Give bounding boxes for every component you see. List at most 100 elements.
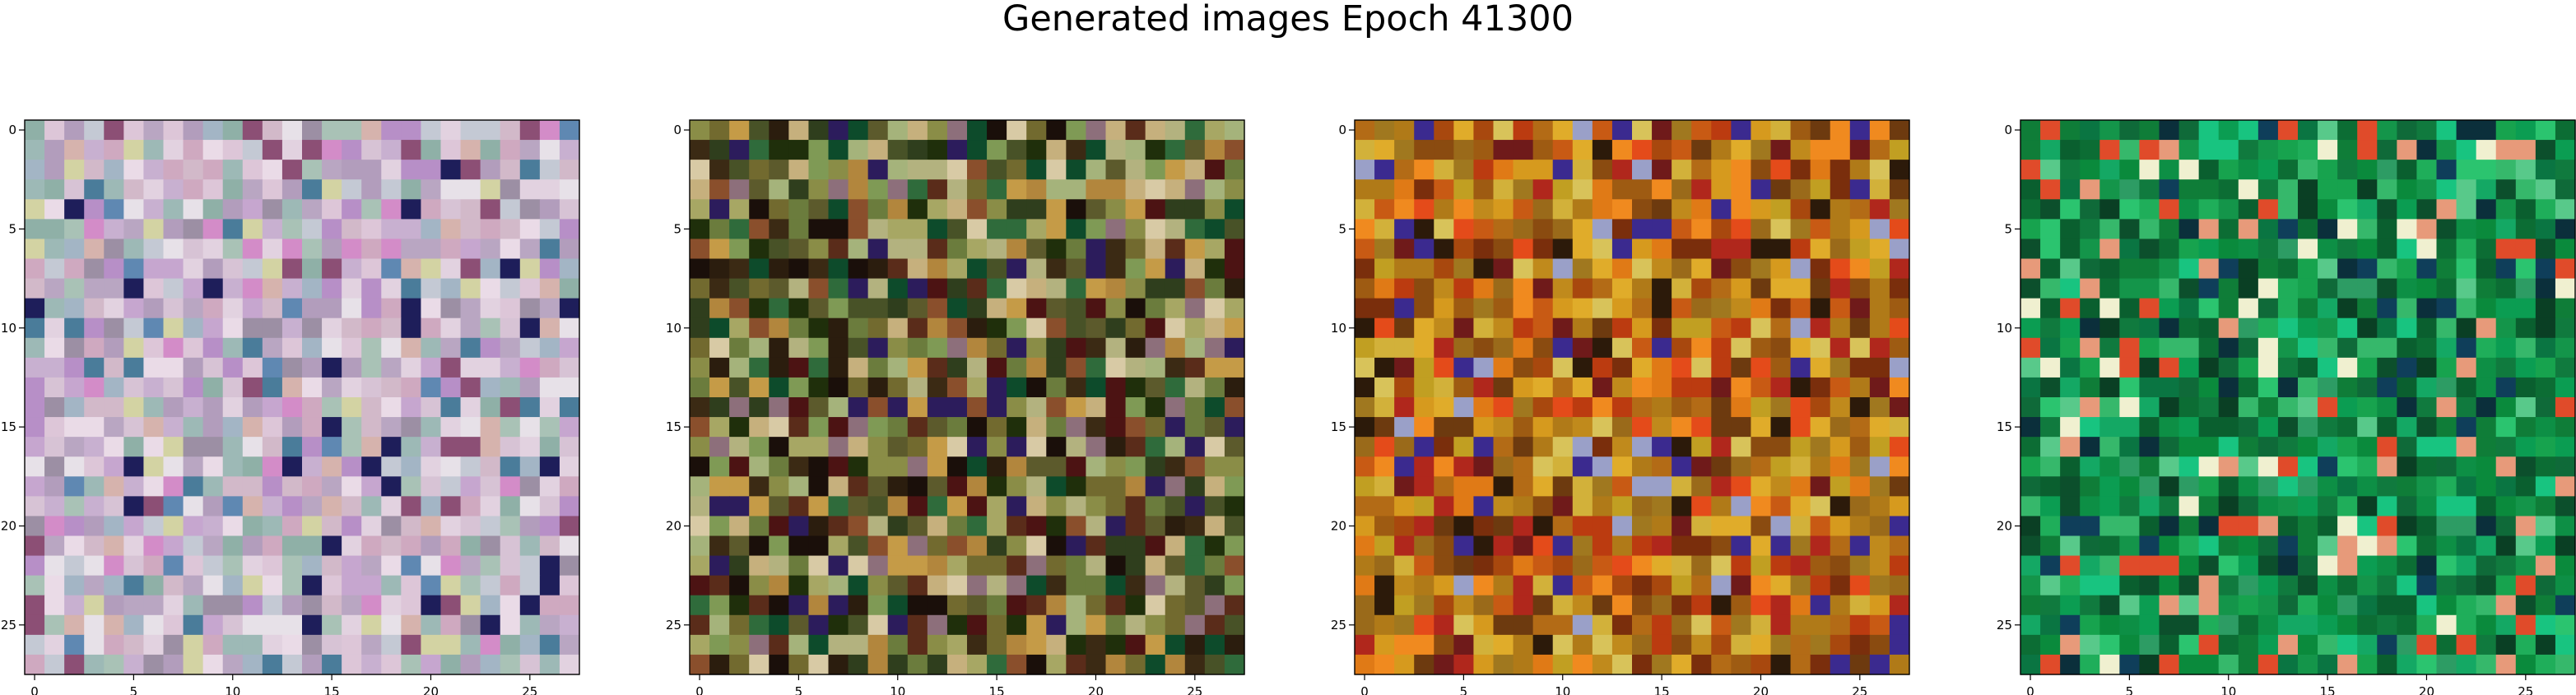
- image-pixel: [2476, 595, 2497, 616]
- image-pixel: [202, 317, 224, 339]
- image-pixel: [1552, 120, 1574, 141]
- image-pixel: [690, 397, 710, 418]
- image-pixel: [2099, 179, 2120, 200]
- image-pixel: [2238, 317, 2259, 339]
- image-pixel: [1652, 437, 1672, 457]
- image-pixel: [1007, 437, 1027, 457]
- image-pixel: [2218, 397, 2239, 418]
- image-pixel: [709, 377, 730, 398]
- image-pixel: [1691, 278, 1712, 299]
- image-pixel: [690, 239, 710, 260]
- image-pixel: [1066, 595, 1087, 616]
- image-pixel: [2238, 258, 2259, 280]
- image-pixel: [84, 120, 105, 141]
- image-pixel: [690, 437, 710, 457]
- image-pixel: [143, 476, 165, 497]
- image-pixel: [1394, 258, 1415, 280]
- image-pixel: [1611, 397, 1633, 418]
- image-pixel: [202, 219, 224, 240]
- image-pixel: [729, 456, 750, 477]
- image-pixel: [202, 456, 224, 477]
- image-pixel: [946, 634, 968, 656]
- image-pixel: [2357, 437, 2378, 457]
- image-pixel: [183, 496, 204, 517]
- image-pixel: [1889, 654, 1910, 675]
- image-pixel: [2257, 160, 2279, 180]
- image-pixel: [788, 535, 810, 557]
- image-pixel: [1473, 417, 1495, 438]
- image-pixel: [281, 634, 303, 656]
- image-pixel: [1751, 219, 1772, 240]
- image-pixel: [222, 179, 244, 200]
- image-pixel: [539, 535, 560, 557]
- image-pixel: [1394, 120, 1415, 141]
- image-pixel: [1414, 140, 1434, 160]
- image-pixel: [1204, 417, 1225, 438]
- image-pixel: [1224, 219, 1245, 240]
- image-pixel: [1184, 397, 1206, 418]
- image-pixel: [539, 337, 560, 359]
- image-pixel: [322, 258, 342, 280]
- image-pixel: [2436, 179, 2457, 200]
- image-pixel: [1830, 377, 1851, 398]
- image-pixel: [788, 476, 810, 497]
- image-pixel: [1830, 239, 1851, 260]
- image-pixel: [104, 437, 124, 457]
- image-pixel: [559, 179, 580, 200]
- image-pixel: [1652, 337, 1672, 359]
- image-pixel: [1355, 317, 1375, 339]
- image-pixel: [25, 377, 45, 398]
- image-pixel: [1086, 317, 1107, 339]
- image-pixel: [361, 199, 382, 220]
- image-pixel: [2218, 535, 2239, 557]
- image-pixel: [1145, 179, 1166, 200]
- image-pixel: [480, 337, 501, 359]
- image-pixel: [2277, 397, 2299, 418]
- image-pixel: [242, 496, 263, 517]
- image-pixel: [1414, 258, 1434, 280]
- image-pixel: [202, 120, 224, 141]
- image-pixel: [2060, 317, 2081, 339]
- image-pixel: [1066, 535, 1087, 557]
- image-pixel: [867, 516, 889, 537]
- image-pixel: [1810, 496, 1831, 517]
- image-pixel: [2495, 140, 2517, 160]
- image-pixel: [1145, 120, 1166, 141]
- image-pixel: [967, 516, 988, 537]
- image-pixel: [2257, 437, 2279, 457]
- image-pixel: [729, 437, 750, 457]
- image-pixel: [440, 595, 462, 616]
- image-pixel: [2377, 179, 2397, 200]
- image-pixel: [2318, 654, 2338, 675]
- image-pixel: [987, 199, 1007, 220]
- image-pixel: [1434, 397, 1454, 418]
- image-pixel: [519, 555, 541, 577]
- image-pixel: [1046, 199, 1067, 220]
- image-pixel: [2436, 258, 2457, 280]
- image-pixel: [2495, 219, 2517, 240]
- image-pixel: [749, 456, 770, 477]
- image-pixel: [1224, 614, 1245, 636]
- image-pixel: [1355, 456, 1375, 477]
- image-pixel: [927, 634, 948, 656]
- image-pixel: [84, 317, 105, 339]
- image-pixel: [460, 397, 481, 418]
- image-pixel: [946, 199, 968, 220]
- image-pixel: [867, 258, 889, 280]
- image-pixel: [2318, 456, 2338, 477]
- image-pixel: [1691, 575, 1712, 596]
- image-pixel: [1086, 120, 1107, 141]
- image-pixel: [401, 634, 422, 656]
- image-pixel: [848, 516, 869, 537]
- image-pixel: [1374, 575, 1395, 596]
- image-pixel: [808, 417, 830, 438]
- image-pixel: [1007, 555, 1027, 577]
- image-pixel: [1552, 614, 1574, 636]
- image-pixel: [1770, 278, 1792, 299]
- image-pixel: [222, 239, 244, 260]
- image-pixel: [1751, 140, 1772, 160]
- image-pixel: [1532, 575, 1554, 596]
- image-pixel: [25, 258, 45, 280]
- image-pixel: [322, 634, 342, 656]
- image-pixel: [262, 120, 283, 141]
